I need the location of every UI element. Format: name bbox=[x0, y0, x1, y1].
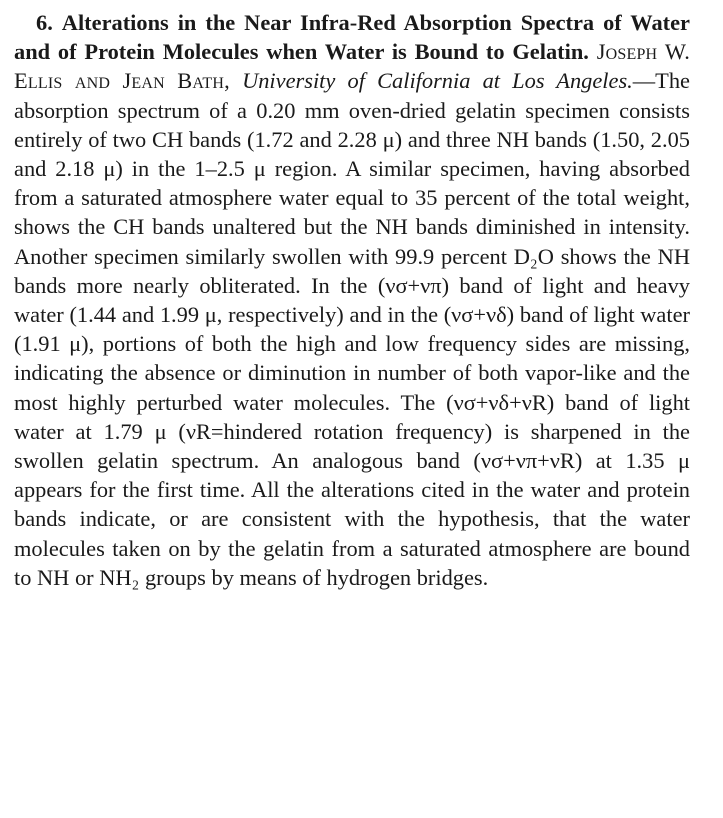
abstract-paragraph: 6. Alterations in the Near Infra-Red Abs… bbox=[14, 8, 690, 592]
abstract-affiliation: University of California at Los Angeles. bbox=[242, 68, 633, 94]
abstract-number: 6. bbox=[36, 10, 53, 35]
abstract-authors: Joseph W. Ellis and Jean Bath, bbox=[14, 39, 690, 94]
abstract-body: —The absorption spectrum of a 0.20 mm ov… bbox=[14, 68, 690, 590]
abstract-text: 6. Alterations in the Near Infra-Red Abs… bbox=[14, 8, 690, 592]
abstract-title: Alterations in the Near Infra-Red Absorp… bbox=[14, 10, 690, 65]
